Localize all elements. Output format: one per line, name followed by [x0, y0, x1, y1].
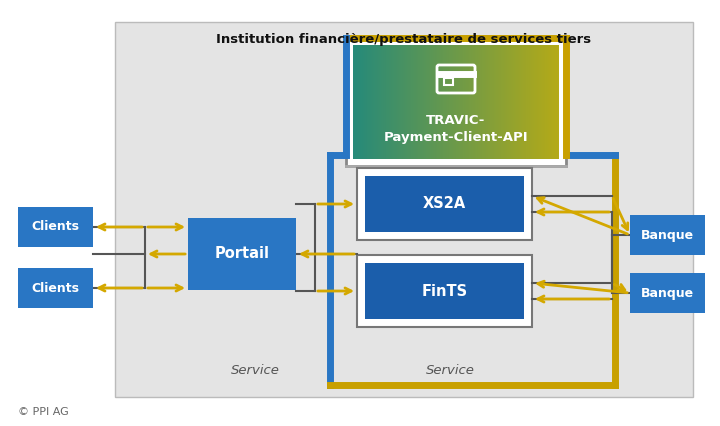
Text: Banque: Banque	[641, 287, 694, 299]
Text: Service: Service	[230, 363, 279, 377]
Text: FinTS: FinTS	[421, 283, 467, 299]
Bar	[18, 268, 93, 308]
Bar	[115, 22, 693, 397]
Text: Portail: Portail	[215, 247, 269, 262]
Text: TRAVIC-
Payment-Client-API: TRAVIC- Payment-Client-API	[384, 113, 528, 144]
Bar	[365, 176, 524, 232]
Bar	[630, 273, 705, 313]
Text: Service: Service	[426, 363, 474, 377]
Bar	[18, 207, 93, 247]
Bar	[357, 255, 532, 327]
Bar	[630, 215, 705, 255]
Bar	[188, 218, 296, 290]
Bar	[444, 78, 453, 85]
Text: Banque: Banque	[641, 228, 694, 242]
Text: © PPI AG: © PPI AG	[18, 407, 68, 417]
Bar	[346, 38, 566, 166]
Text: Clients: Clients	[32, 221, 79, 233]
Bar	[357, 168, 532, 240]
Bar	[365, 263, 524, 319]
Text: Institution financière/prestataire de services tiers: Institution financière/prestataire de se…	[217, 34, 592, 46]
Text: XS2A: XS2A	[423, 196, 466, 211]
Text: Clients: Clients	[32, 282, 79, 294]
